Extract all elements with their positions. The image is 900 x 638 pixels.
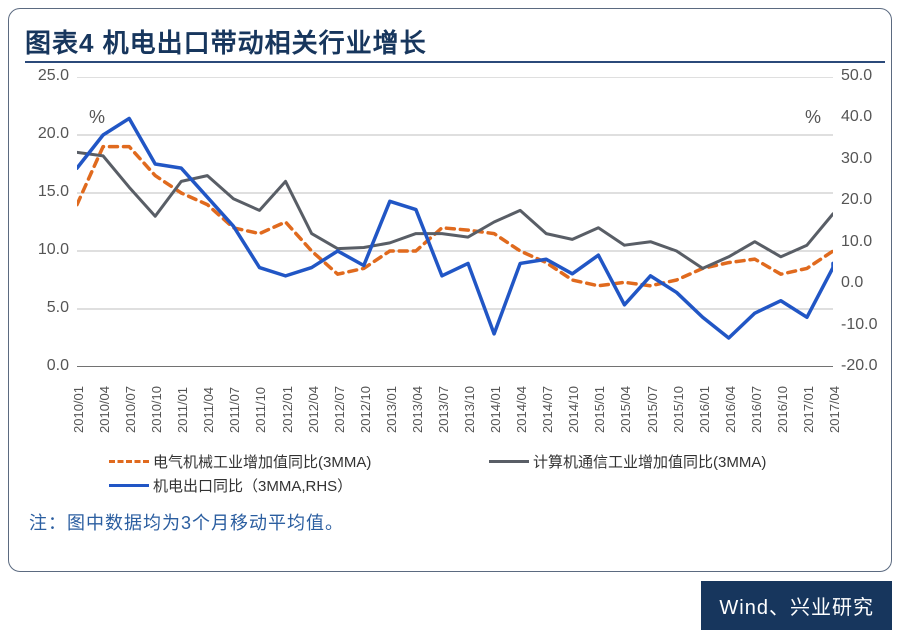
legend-item-3: 机电出口同比（3MMA,RHS） [109, 475, 352, 496]
title-row: 图表4 机电出口带动相关行业增长 [25, 23, 885, 63]
x-axis-labels: 2010/012010/042010/072010/102011/012011/… [77, 371, 833, 451]
source-badge: Wind、兴业研究 [701, 581, 892, 630]
left-unit: % [89, 107, 105, 128]
legend-swatch-2 [489, 460, 529, 463]
legend-label-2: 计算机通信工业增加值同比(3MMA) [533, 451, 766, 472]
right-unit: % [805, 107, 821, 128]
chart-title: 图表4 机电出口带动相关行业增长 [25, 28, 427, 58]
legend-swatch-3 [109, 484, 149, 487]
y-axis-right: -20.0-10.00.010.020.030.040.050.0 [77, 77, 833, 367]
chart-frame: 图表4 机电出口带动相关行业增长 0.05.010.015.020.025.0 … [8, 8, 892, 572]
chart-note: 注：图中数据均为3个月移动平均值。 [29, 509, 344, 535]
legend: 电气机械工业增加值同比(3MMA) 计算机通信工业增加值同比(3MMA) 机电出… [109, 451, 829, 499]
plot-area: 0.05.010.015.020.025.0 -20.0-10.00.010.0… [77, 77, 833, 367]
legend-item-2: 计算机通信工业增加值同比(3MMA) [489, 451, 766, 472]
chart-container: 图表4 机电出口带动相关行业增长 0.05.010.015.020.025.0 … [0, 0, 900, 638]
legend-label-3: 机电出口同比（3MMA,RHS） [153, 475, 352, 496]
legend-label-1: 电气机械工业增加值同比(3MMA) [153, 451, 371, 472]
legend-item-1: 电气机械工业增加值同比(3MMA) [109, 451, 371, 472]
legend-swatch-1 [109, 460, 149, 463]
